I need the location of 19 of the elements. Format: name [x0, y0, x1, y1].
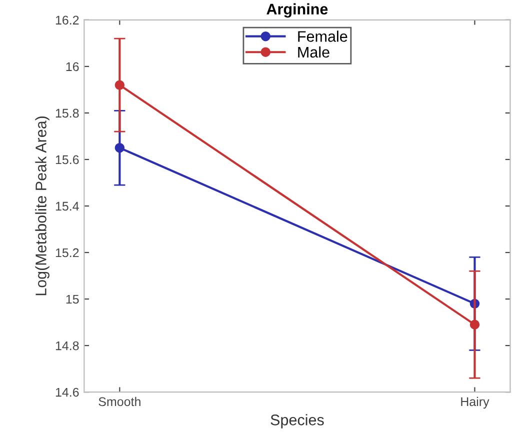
point — [470, 320, 480, 330]
y-tick-label: 15.8 — [56, 108, 79, 118]
y-tick-label: 16 — [66, 62, 79, 72]
y-axis-title: Log(Metabolite Peak Area) — [35, 116, 50, 296]
y-tick-label: 15.6 — [56, 155, 79, 164]
point — [114, 80, 125, 90]
y-tick-label: 14.6 — [56, 388, 79, 397]
y-tick-label: 15.4 — [56, 202, 79, 211]
legend-label: Male — [298, 46, 330, 58]
y-tick-label: 15.2 — [56, 248, 79, 258]
point — [114, 142, 125, 153]
x-axis-title: Species — [270, 414, 324, 428]
x-tick-label: Smooth — [98, 396, 140, 406]
chart-title: Arginine — [266, 3, 328, 18]
x-tick-label: Hairy — [461, 396, 490, 409]
y-tick-label: 14.8 — [56, 341, 79, 350]
y-tick-label: 15 — [66, 294, 79, 304]
legend-label: Female — [298, 30, 348, 42]
y-tick-label: 16.2 — [56, 16, 79, 25]
